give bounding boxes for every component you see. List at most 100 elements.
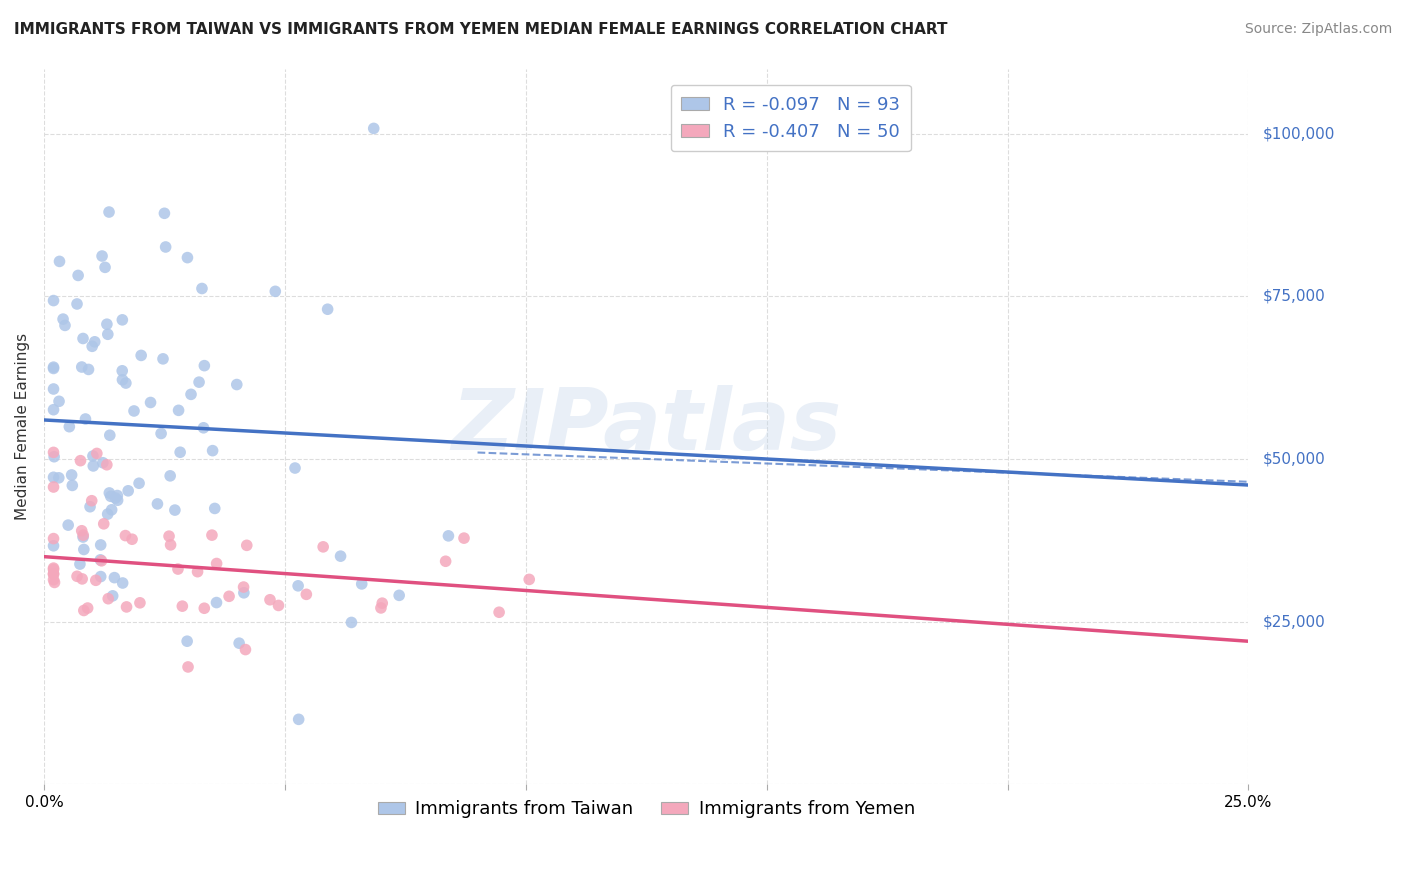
Point xyxy=(89,553,111,567)
Point xyxy=(259,592,281,607)
Point xyxy=(235,642,257,657)
Point xyxy=(284,461,307,475)
Point xyxy=(96,317,118,331)
Point xyxy=(84,574,107,588)
Point xyxy=(193,359,215,373)
Point xyxy=(350,577,373,591)
Text: ZIPatlas: ZIPatlas xyxy=(451,385,841,468)
Point xyxy=(167,403,190,417)
Point xyxy=(94,260,117,275)
Point xyxy=(91,249,114,263)
Point xyxy=(225,377,247,392)
Point xyxy=(82,339,104,353)
Point xyxy=(201,443,224,458)
Point xyxy=(159,468,181,483)
Point xyxy=(312,540,335,554)
Point xyxy=(79,500,101,514)
Point xyxy=(42,532,65,546)
Point xyxy=(115,599,138,614)
Point xyxy=(340,615,363,630)
Point xyxy=(100,489,122,503)
Point xyxy=(111,576,134,591)
Point xyxy=(172,599,194,614)
Point xyxy=(388,588,411,602)
Point xyxy=(155,240,177,254)
Point xyxy=(193,601,215,615)
Point xyxy=(437,529,460,543)
Point xyxy=(48,394,70,409)
Text: $75,000: $75,000 xyxy=(1263,289,1324,304)
Point xyxy=(93,516,115,531)
Point xyxy=(488,605,510,619)
Point xyxy=(60,478,83,492)
Point xyxy=(129,596,152,610)
Point xyxy=(201,528,224,542)
Point xyxy=(82,458,104,473)
Point xyxy=(104,491,127,505)
Point xyxy=(70,572,93,586)
Point xyxy=(66,297,89,311)
Point xyxy=(205,557,228,571)
Point xyxy=(205,596,228,610)
Point xyxy=(42,445,65,459)
Point xyxy=(97,507,120,521)
Point xyxy=(363,121,385,136)
Point xyxy=(42,293,65,308)
Point xyxy=(42,567,65,582)
Point xyxy=(44,450,66,464)
Point xyxy=(58,419,80,434)
Point xyxy=(204,501,226,516)
Point xyxy=(177,660,200,674)
Point xyxy=(70,524,93,538)
Text: $50,000: $50,000 xyxy=(1263,451,1324,467)
Point xyxy=(98,428,121,442)
Point xyxy=(48,471,70,485)
Point xyxy=(60,467,83,482)
Point xyxy=(80,493,103,508)
Point xyxy=(91,456,114,470)
Point xyxy=(76,601,98,615)
Point xyxy=(72,528,94,542)
Point xyxy=(264,285,287,299)
Point xyxy=(187,565,209,579)
Point xyxy=(316,302,339,317)
Legend: Immigrants from Taiwan, Immigrants from Yemen: Immigrants from Taiwan, Immigrants from … xyxy=(370,793,922,825)
Point xyxy=(146,497,169,511)
Point xyxy=(267,599,290,613)
Point xyxy=(105,489,128,503)
Point xyxy=(370,601,392,615)
Point xyxy=(48,254,70,268)
Point xyxy=(100,503,122,517)
Point xyxy=(111,313,134,327)
Point xyxy=(97,591,120,606)
Point xyxy=(101,589,124,603)
Point xyxy=(72,331,94,345)
Point xyxy=(69,557,91,571)
Point xyxy=(42,361,65,376)
Point xyxy=(517,573,540,587)
Point xyxy=(295,587,318,601)
Text: $100,000: $100,000 xyxy=(1263,126,1334,141)
Point xyxy=(329,549,352,563)
Point xyxy=(287,579,309,593)
Point xyxy=(228,636,250,650)
Point xyxy=(96,458,118,472)
Point xyxy=(75,412,97,426)
Point xyxy=(157,529,180,543)
Point xyxy=(86,446,108,460)
Point xyxy=(42,360,65,375)
Point xyxy=(191,281,214,295)
Point xyxy=(371,596,394,610)
Point xyxy=(90,538,112,552)
Y-axis label: Median Female Earnings: Median Female Earnings xyxy=(15,333,30,520)
Point xyxy=(232,586,254,600)
Point xyxy=(107,493,129,508)
Point xyxy=(90,554,112,568)
Point xyxy=(180,387,202,401)
Point xyxy=(83,334,105,349)
Point xyxy=(90,569,112,583)
Point xyxy=(42,566,65,581)
Point xyxy=(42,382,65,396)
Text: Source: ZipAtlas.com: Source: ZipAtlas.com xyxy=(1244,22,1392,37)
Point xyxy=(163,503,186,517)
